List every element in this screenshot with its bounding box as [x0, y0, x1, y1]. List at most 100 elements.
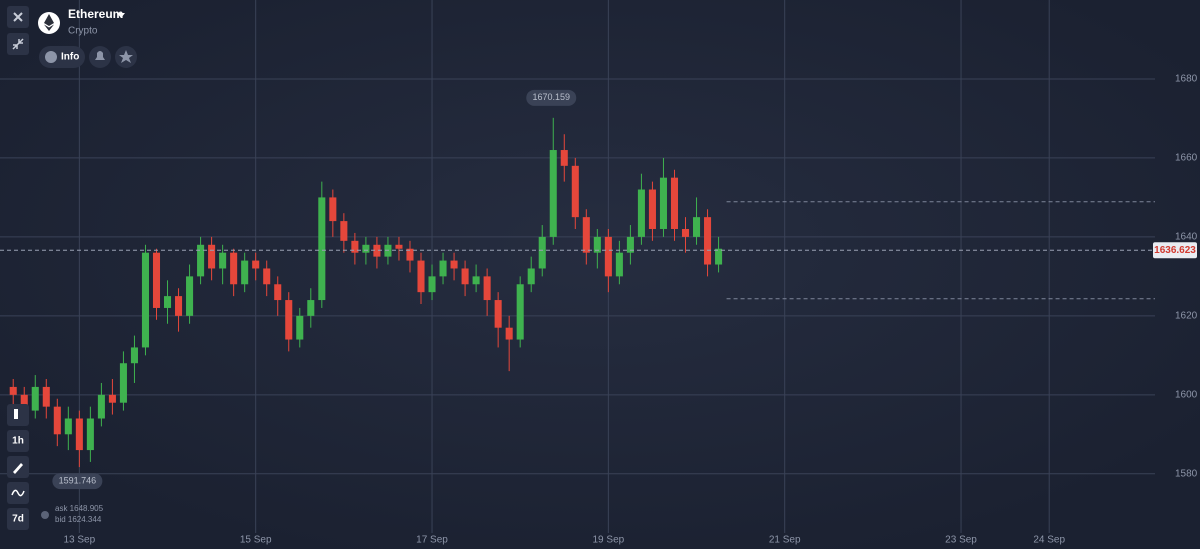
- candle-body: [141, 252, 150, 348]
- candle-body: [186, 276, 194, 316]
- candle-body: [560, 150, 568, 166]
- candle-body: [219, 252, 227, 269]
- candle-body: [274, 284, 282, 301]
- candle-body: [307, 300, 315, 316]
- star-icon: [119, 50, 133, 63]
- candle-body: [86, 418, 94, 451]
- y-tick-label: 1580: [1175, 468, 1198, 479]
- candle-body: [604, 236, 612, 277]
- asset-dropdown[interactable]: [117, 13, 125, 18]
- wave-icon: [11, 489, 25, 497]
- y-tick-label: 1660: [1175, 153, 1198, 164]
- candle-body: [9, 386, 17, 395]
- collapse-icon: [12, 38, 24, 50]
- candle-body: [615, 252, 623, 277]
- x-tick-label: 23 Sep: [945, 535, 977, 546]
- candle-body: [64, 418, 72, 435]
- candle-body: [637, 189, 645, 237]
- candle-body: [648, 189, 656, 229]
- candle-body: [417, 260, 425, 293]
- extreme-label: 1670.159: [532, 92, 570, 102]
- asset-class: Crypto: [68, 26, 98, 37]
- candle-body: [296, 315, 304, 340]
- x-tick-label: 17 Sep: [416, 535, 448, 546]
- candle-body: [263, 268, 271, 285]
- candle-body: [241, 260, 249, 285]
- candle-body: [670, 177, 679, 229]
- candle-body: [516, 284, 524, 340]
- x-tick-label: 13 Sep: [63, 535, 95, 546]
- candle-body: [704, 217, 712, 265]
- candle-body: [20, 394, 28, 411]
- candle-body: [538, 236, 546, 269]
- candle-body: [97, 394, 105, 419]
- extreme-badge: [52, 473, 103, 490]
- current-price-label: 1636.623: [1154, 245, 1196, 256]
- candle-body: [483, 276, 491, 301]
- timeframe-button[interactable]: [7, 430, 29, 452]
- candle-body: [439, 260, 447, 277]
- candle-body: [472, 276, 480, 285]
- candle-body: [31, 386, 39, 411]
- bid-label: bid 1624.344: [55, 515, 102, 524]
- candle-body: [252, 260, 260, 269]
- candle-body: [208, 244, 216, 269]
- x-tick-label: 24 Sep: [1033, 535, 1065, 546]
- candle-body: [197, 244, 205, 277]
- extreme-badge: [526, 89, 577, 106]
- candle-body: [152, 252, 161, 308]
- pencil-icon: [13, 463, 23, 474]
- spread-help-icon[interactable]: [41, 511, 49, 519]
- y-tick-label: 1680: [1175, 74, 1198, 85]
- candle-body: [428, 276, 436, 293]
- candle-body: [130, 347, 138, 364]
- candle-body: [571, 165, 579, 218]
- candle-body: [395, 244, 403, 249]
- period-label: 7d: [12, 514, 24, 525]
- candle-body: [626, 236, 634, 253]
- info-label: Info: [61, 52, 79, 63]
- candle-body: [715, 248, 723, 265]
- candle-body: [108, 394, 116, 403]
- candle-body: [549, 150, 557, 237]
- candle-body: [450, 260, 458, 269]
- candle-body: [42, 386, 50, 407]
- candle-body: [53, 406, 61, 435]
- x-tick-label: 15 Sep: [240, 535, 272, 546]
- candle-body: [230, 252, 238, 285]
- period-button[interactable]: [7, 508, 29, 530]
- candle-body: [681, 228, 690, 237]
- candle-body: [318, 197, 326, 301]
- candle-icon: [14, 409, 18, 419]
- candle-body: [285, 300, 293, 340]
- candle-body: [75, 418, 83, 451]
- x-tick-label: 19 Sep: [593, 535, 625, 546]
- candle-body: [582, 217, 590, 253]
- candle-body: [406, 248, 414, 261]
- candle-body: [373, 244, 381, 257]
- asset-name[interactable]: Ethereum: [68, 7, 123, 21]
- info-icon: [45, 51, 57, 63]
- candle-body: [163, 296, 172, 308]
- timeframe-label: 1h: [12, 436, 24, 447]
- close-icon: [13, 12, 23, 22]
- y-tick-label: 1640: [1175, 232, 1198, 243]
- ask-label: ask 1648.905: [55, 504, 104, 513]
- candle-body: [362, 244, 370, 253]
- candle-body: [461, 268, 469, 285]
- candle-body: [693, 217, 701, 237]
- candle-body: [119, 363, 127, 403]
- candle-body: [340, 221, 348, 241]
- extreme-label: 1591.746: [59, 475, 97, 485]
- eth-logo: [44, 14, 54, 31]
- candle-body: [351, 240, 359, 253]
- current-price-badge: [1153, 242, 1197, 259]
- candle-body: [593, 236, 601, 253]
- bell-icon: [95, 51, 105, 60]
- candle-body: [175, 296, 183, 316]
- y-tick-label: 1620: [1175, 310, 1198, 321]
